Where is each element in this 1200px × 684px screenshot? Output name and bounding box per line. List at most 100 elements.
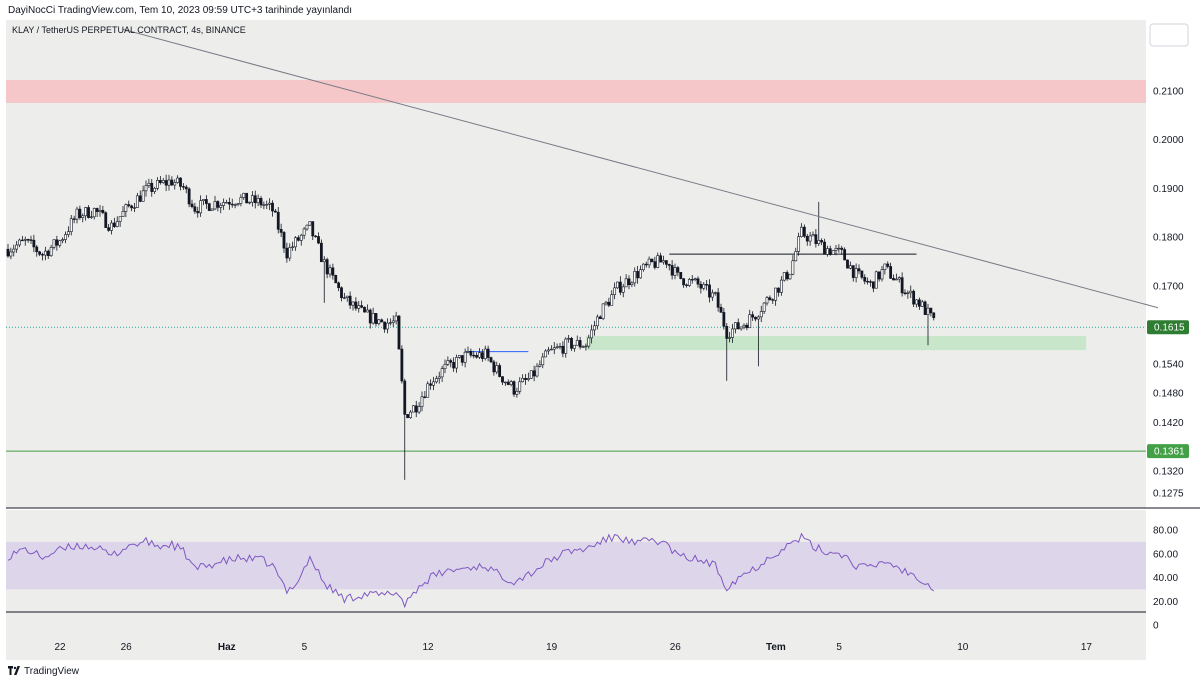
candle — [133, 203, 136, 213]
candle — [69, 215, 73, 236]
candle — [492, 359, 496, 376]
candle — [570, 336, 573, 352]
candle — [506, 379, 510, 386]
candle — [391, 315, 395, 327]
candle — [308, 221, 312, 226]
candle — [541, 352, 545, 369]
candle — [265, 200, 269, 210]
candle — [860, 270, 864, 280]
candle — [187, 187, 191, 208]
support-zone[interactable] — [585, 336, 1087, 351]
candle — [253, 190, 257, 209]
candle — [621, 283, 625, 298]
candle — [426, 381, 430, 398]
candle — [167, 174, 171, 191]
legend-box[interactable] — [1149, 23, 1189, 47]
candle — [158, 176, 162, 185]
candle — [351, 301, 355, 311]
candle — [107, 224, 111, 232]
candle — [708, 279, 711, 303]
candle — [501, 376, 504, 385]
candle — [595, 314, 599, 330]
candle — [480, 349, 484, 362]
rsi-line[interactable] — [7, 532, 935, 609]
candle — [141, 185, 145, 202]
candle — [179, 177, 182, 191]
candle — [161, 177, 165, 184]
candle — [64, 231, 67, 244]
candle — [690, 274, 694, 284]
rsi-tick-label: 40.00 — [1153, 573, 1178, 584]
candle — [871, 281, 875, 293]
rsi-tick-label: 80.00 — [1153, 526, 1178, 537]
candle — [262, 201, 266, 210]
candle — [383, 321, 387, 333]
candle — [929, 307, 933, 317]
candle — [15, 240, 19, 253]
candle — [127, 200, 131, 208]
candle — [679, 272, 683, 280]
chart-area[interactable]: 0.22000.21000.20000.19000.18000.17000.15… — [0, 20, 1200, 660]
candle — [150, 178, 154, 197]
candle — [604, 300, 608, 306]
candle — [575, 335, 579, 346]
candle — [768, 295, 772, 301]
candle — [552, 342, 556, 355]
rsi-tick-label: 20.00 — [1153, 597, 1178, 608]
price-tick-label: 0.2000 — [1153, 135, 1184, 146]
candle — [581, 345, 585, 348]
candle — [547, 346, 550, 355]
candle — [883, 263, 887, 275]
candle — [808, 231, 812, 246]
candle — [227, 197, 231, 210]
candle — [66, 226, 70, 238]
candle — [915, 299, 918, 308]
candle — [584, 343, 588, 351]
candle — [892, 274, 895, 281]
candle — [121, 206, 125, 217]
candle — [256, 194, 260, 207]
candle — [909, 285, 913, 298]
price-tick-label: 0.1700 — [1153, 281, 1184, 292]
time-tick-label: 22 — [54, 642, 66, 653]
descending-trendline[interactable] — [122, 28, 1159, 309]
candle — [319, 239, 323, 263]
time-tick-label: Tem — [766, 642, 786, 653]
candle — [486, 345, 490, 362]
candle — [771, 298, 775, 304]
resistance-zone[interactable] — [6, 80, 1146, 103]
candle — [846, 259, 849, 269]
candle — [567, 334, 571, 343]
candle — [414, 400, 418, 418]
rsi-band — [6, 541, 1146, 590]
candle — [791, 255, 795, 276]
candle — [202, 199, 205, 206]
candle — [843, 247, 847, 261]
candle — [851, 265, 855, 282]
candle — [696, 276, 700, 288]
candle — [271, 200, 274, 217]
time-tick-label: 5 — [836, 642, 842, 653]
candle — [495, 361, 499, 375]
candle — [610, 290, 614, 306]
candle — [489, 356, 493, 364]
candle — [400, 345, 404, 384]
candle — [89, 210, 93, 219]
candle — [432, 376, 435, 391]
candle — [87, 205, 90, 219]
rsi-axis[interactable]: 80.00 60.00 40.00 20.00 0 — [1153, 526, 1178, 632]
candle — [825, 245, 829, 257]
candles-layer — [6, 174, 936, 480]
candle — [118, 216, 122, 227]
time-axis[interactable]: 22 26 Haz 5 12 19 26 Tem 5 10 17 — [54, 642, 1092, 653]
candle — [225, 199, 228, 204]
candle — [457, 355, 461, 359]
candle — [535, 363, 539, 378]
candle — [817, 201, 821, 247]
candle — [874, 270, 878, 289]
candle — [802, 224, 806, 238]
time-tick-label: 17 — [1081, 642, 1093, 653]
candle — [777, 287, 780, 297]
candle — [751, 311, 755, 321]
candle — [58, 239, 62, 248]
